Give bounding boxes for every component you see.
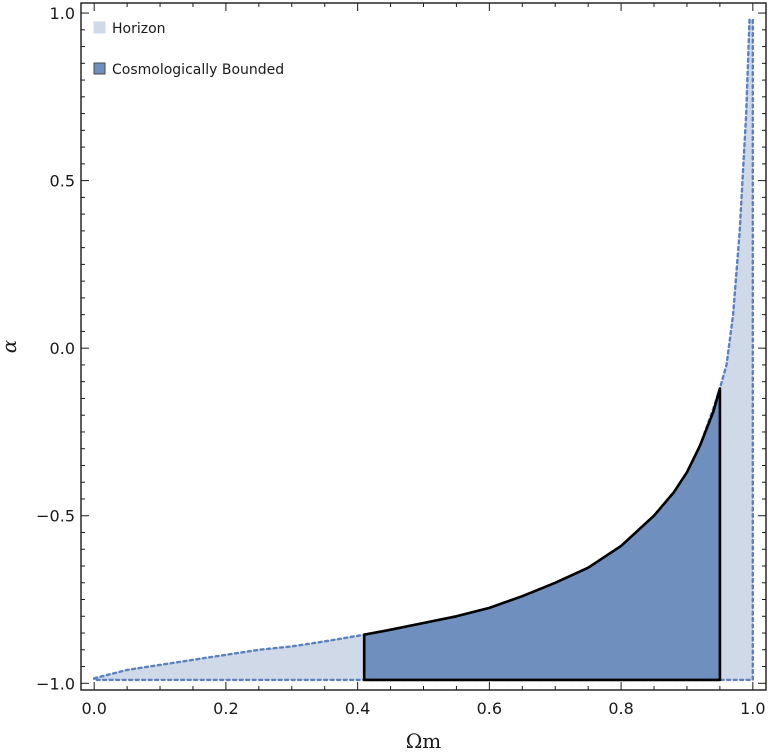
- legend-label: Cosmologically Bounded: [112, 62, 284, 78]
- axis-ticks: 0.0 0.2 0.4 0.6 0.8 1.0 −1.0 −0.5 0.0 0.5 1.0: [36, 3, 766, 718]
- y-tick-label: 0.5: [50, 172, 75, 191]
- y-tick-label: 0.0: [50, 339, 75, 358]
- region-cosmologically-bounded: [362, 387, 722, 682]
- legend-swatch: [93, 62, 106, 75]
- x-tick-label: 0.0: [81, 699, 106, 718]
- x-tick-label: 0.8: [608, 699, 633, 718]
- legend: Horizon Cosmologically Bounded: [93, 21, 284, 78]
- y-tick-label: 1.0: [50, 4, 75, 23]
- legend-swatch: [93, 21, 106, 34]
- x-tick-label: 1.0: [740, 699, 765, 718]
- plot-regions: [93, 18, 754, 682]
- x-tick-label: 0.4: [345, 699, 370, 718]
- legend-label: Horizon: [112, 21, 166, 37]
- y-tick-label: −1.0: [36, 674, 75, 693]
- y-axis-label: α: [0, 339, 21, 353]
- y-tick-label: −0.5: [36, 507, 75, 526]
- x-tick-label: 0.2: [213, 699, 238, 718]
- x-tick-label: 0.6: [477, 699, 502, 718]
- x-axis-label: Ωm: [406, 729, 442, 753]
